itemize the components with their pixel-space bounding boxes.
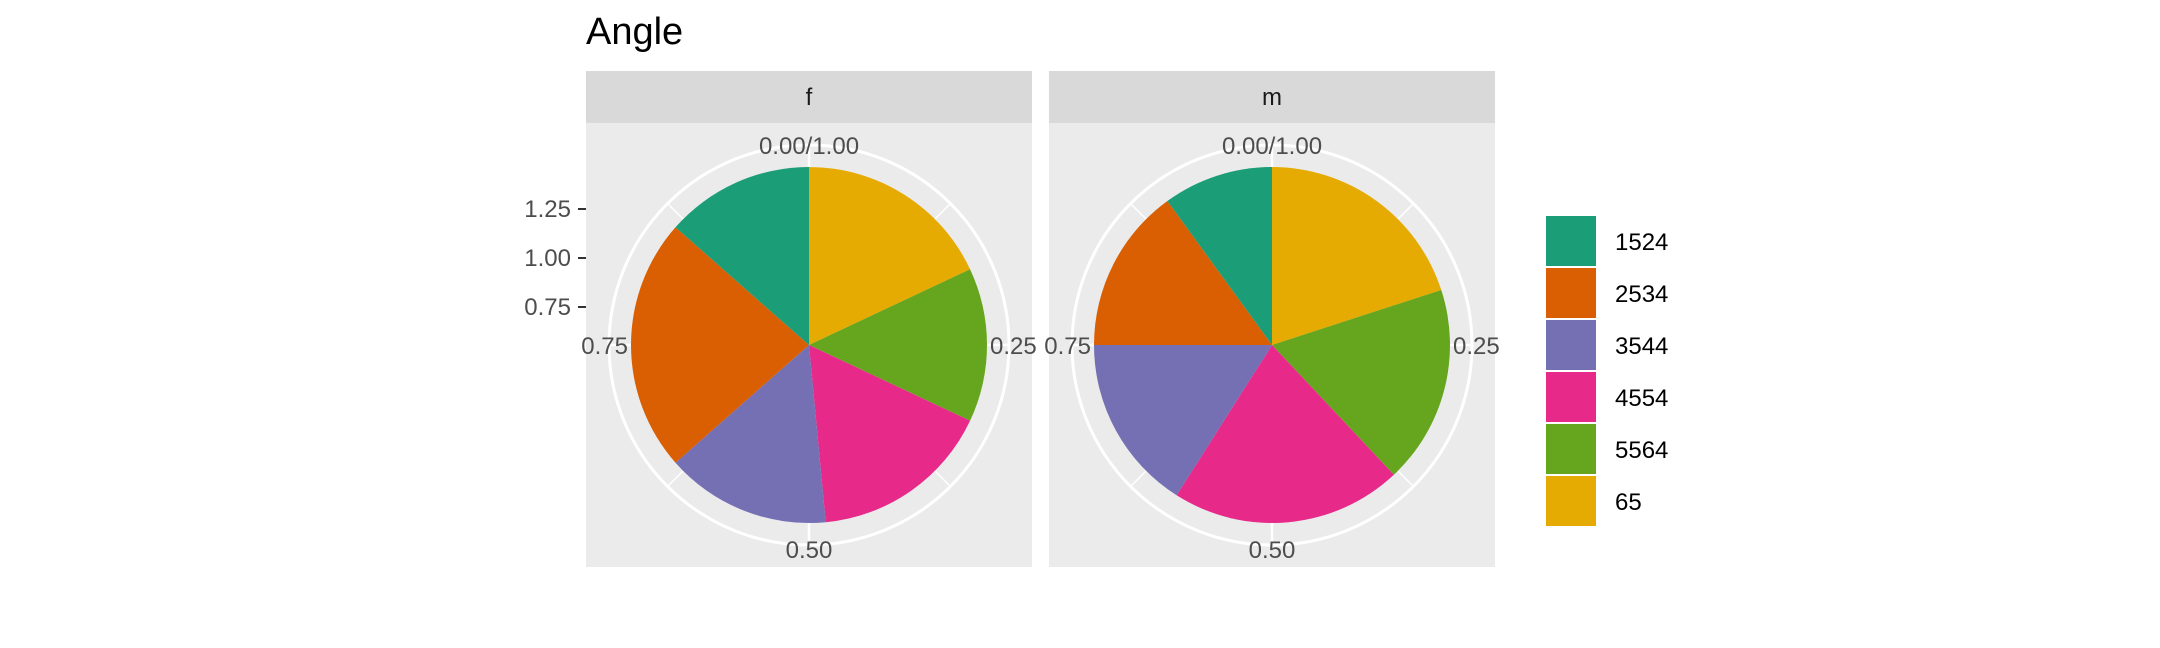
grid-spoke [1130, 470, 1147, 487]
y-tick-label: 1.00 [524, 245, 571, 272]
legend-label: 1524 [1615, 229, 1668, 256]
grid-spoke [934, 470, 951, 487]
legend-key [1546, 268, 1596, 318]
pie-slice-f-3544 [675, 345, 826, 523]
pie-slice-f-65 [809, 167, 971, 345]
legend-key [1546, 424, 1596, 474]
pie-slice-f-5564 [809, 269, 987, 421]
legend-key [1546, 216, 1596, 266]
angle-tick-label: 0.25 [990, 333, 1037, 360]
facet-strip [1049, 71, 1495, 123]
grid-spoke [1130, 203, 1147, 220]
facet-strip-label: m [1262, 84, 1282, 111]
legend-key [1546, 372, 1596, 422]
legend-item-5564: 5564 [1546, 424, 1668, 474]
pie-slice-m-3544 [1094, 345, 1272, 496]
facet-panel-f: f 0.00/1.00 0.25 0.50 0.75 [581, 71, 1037, 567]
angle-tick-label: 0.75 [581, 333, 628, 360]
facet-panel-m: m 0.00/1.00 0.25 0.50 0.75 [1044, 71, 1500, 567]
facet-strip [586, 71, 1032, 123]
pie-slice-m-1524 [1167, 167, 1272, 345]
pie-slice-m-4554 [1176, 345, 1394, 523]
grid-spoke [667, 203, 684, 220]
grid-spoke [667, 470, 684, 487]
angle-tick-label: 0.25 [1453, 333, 1500, 360]
grid-spoke [1397, 203, 1414, 220]
angle-tick-label: 0.50 [1249, 537, 1296, 564]
chart-title: Angle [586, 11, 683, 53]
y-axis: 0.75 1.00 1.25 [524, 196, 586, 321]
legend-label: 2534 [1615, 281, 1668, 308]
y-tick-label: 0.75 [524, 294, 571, 321]
angle-tick-label: 0.00/1.00 [759, 133, 859, 160]
legend-key [1546, 320, 1596, 370]
legend-item-1524: 1524 [1546, 216, 1668, 266]
y-tick-label: 1.25 [524, 196, 571, 223]
grid-spoke [934, 203, 951, 220]
legend-label: 5564 [1615, 437, 1668, 464]
legend-item-3544: 3544 [1546, 320, 1668, 370]
legend-item-65: 65 [1546, 476, 1642, 526]
angle-tick-label: 0.50 [786, 537, 833, 564]
legend: 1524 2534 3544 4554 5564 65 [1546, 216, 1668, 526]
pie-slice-f-2534 [631, 227, 809, 463]
legend-label: 65 [1615, 489, 1642, 516]
angle-tick-label: 0.75 [1044, 333, 1091, 360]
legend-item-4554: 4554 [1546, 372, 1668, 422]
pie-slice-m-2534 [1094, 200, 1272, 345]
angle-tick-label: 0.00/1.00 [1222, 133, 1322, 160]
pie-slice-f-4554 [809, 345, 971, 523]
facet-strip-label: f [806, 84, 813, 111]
legend-item-2534: 2534 [1546, 268, 1668, 318]
legend-key [1546, 476, 1596, 526]
pie-slice-f-1524 [675, 167, 809, 345]
grid-spoke [1397, 470, 1414, 487]
legend-label: 4554 [1615, 385, 1668, 412]
pie-slice-m-5564 [1272, 289, 1450, 475]
legend-label: 3544 [1615, 333, 1668, 360]
facet-panels: f 0.00/1.00 0.25 0.50 0.75 m 0.00/1.00 0.25 0.50… [581, 71, 1500, 567]
pie-slice-m-65 [1272, 167, 1442, 345]
